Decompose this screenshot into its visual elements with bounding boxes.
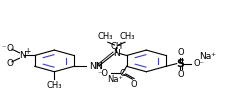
Text: N: N (19, 51, 26, 60)
Text: N: N (113, 49, 120, 58)
Text: CH₃: CH₃ (120, 32, 135, 41)
Text: Na⁺: Na⁺ (199, 52, 216, 60)
Text: S: S (176, 59, 184, 69)
Text: O: O (177, 70, 184, 79)
Text: CH₃: CH₃ (47, 81, 62, 90)
Text: CH: CH (110, 42, 123, 51)
Text: C: C (119, 69, 125, 78)
Text: O: O (7, 44, 14, 53)
Text: ⁻O: ⁻O (98, 69, 109, 78)
Text: O: O (131, 80, 137, 89)
Text: O: O (177, 48, 184, 57)
Text: Na⁺: Na⁺ (107, 75, 123, 84)
Text: O: O (7, 59, 14, 68)
Text: NH: NH (89, 62, 103, 71)
Text: O⁻: O⁻ (193, 59, 204, 68)
Text: +: + (24, 47, 30, 56)
Text: CH₃: CH₃ (98, 32, 113, 41)
Text: ⁻: ⁻ (1, 44, 6, 53)
Text: N: N (96, 62, 102, 71)
